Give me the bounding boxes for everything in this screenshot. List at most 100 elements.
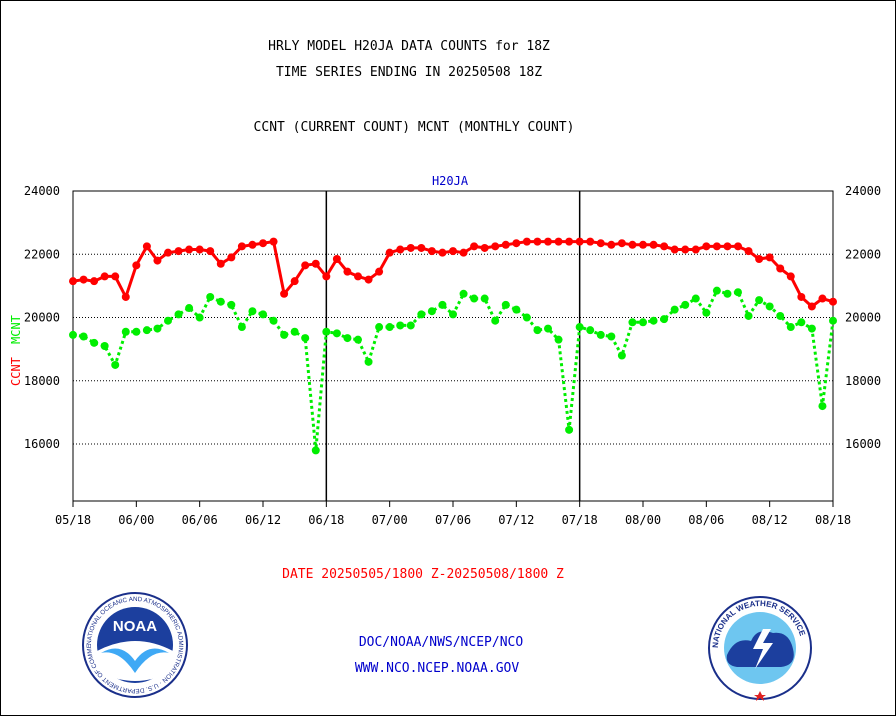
data-point-mcnt bbox=[449, 310, 457, 319]
data-point-ccnt bbox=[480, 243, 489, 252]
data-point-mcnt bbox=[332, 329, 341, 338]
data-point-mcnt bbox=[670, 305, 679, 314]
data-point-mcnt bbox=[90, 338, 99, 347]
nws-logo-icon: NATIONAL WEATHER SERVICE bbox=[708, 596, 812, 701]
data-point-ccnt bbox=[449, 247, 457, 256]
data-point-mcnt bbox=[575, 323, 584, 332]
data-point-ccnt bbox=[385, 248, 394, 257]
data-point-ccnt bbox=[649, 240, 658, 249]
data-point-mcnt bbox=[512, 305, 521, 314]
data-point-mcnt bbox=[111, 360, 120, 369]
data-point-ccnt bbox=[807, 302, 816, 311]
x-tick-label: 06/00 bbox=[118, 513, 154, 527]
data-point-ccnt bbox=[301, 261, 310, 270]
x-tick-label: 05/18 bbox=[55, 513, 91, 527]
data-point-ccnt bbox=[311, 259, 320, 268]
data-point-ccnt bbox=[723, 242, 732, 251]
data-point-mcnt bbox=[491, 316, 500, 325]
data-point-mcnt bbox=[702, 308, 711, 317]
data-point-mcnt bbox=[807, 324, 816, 333]
y-tick-label-left: 18000 bbox=[24, 374, 60, 388]
x-tick-label: 07/00 bbox=[372, 513, 408, 527]
data-point-mcnt bbox=[596, 330, 605, 339]
data-point-mcnt bbox=[290, 327, 299, 336]
data-point-ccnt bbox=[533, 237, 542, 246]
data-point-mcnt bbox=[522, 313, 531, 322]
data-point-ccnt bbox=[227, 253, 236, 262]
data-point-mcnt bbox=[385, 323, 394, 332]
data-point-ccnt bbox=[406, 243, 415, 252]
data-point-mcnt bbox=[79, 332, 88, 341]
data-point-ccnt bbox=[322, 272, 331, 281]
x-tick-label: 08/00 bbox=[625, 513, 661, 527]
x-tick-label: 06/12 bbox=[245, 513, 281, 527]
data-point-mcnt bbox=[565, 425, 574, 434]
data-point-mcnt bbox=[427, 307, 436, 316]
data-point-ccnt bbox=[111, 272, 120, 281]
data-point-ccnt bbox=[586, 237, 595, 246]
data-point-mcnt bbox=[269, 316, 278, 325]
data-point-mcnt bbox=[755, 296, 764, 305]
data-point-ccnt bbox=[617, 239, 626, 248]
data-point-mcnt bbox=[470, 294, 479, 303]
y-axis-label-mcnt: MCNT bbox=[9, 315, 23, 344]
data-point-mcnt bbox=[744, 311, 753, 320]
y-tick-label-left: 24000 bbox=[24, 184, 60, 198]
data-point-ccnt bbox=[744, 247, 753, 256]
chart-title-line1: HRLY MODEL H20JA DATA COUNTS for 18Z bbox=[268, 39, 550, 54]
data-point-mcnt bbox=[818, 402, 827, 411]
data-point-ccnt bbox=[639, 240, 647, 249]
data-point-mcnt bbox=[691, 294, 700, 303]
data-point-mcnt bbox=[797, 318, 806, 327]
y-tick-label-left: 20000 bbox=[24, 311, 60, 325]
data-point-ccnt bbox=[343, 267, 352, 276]
data-point-mcnt bbox=[311, 446, 320, 455]
grid-layer bbox=[73, 253, 833, 445]
data-point-ccnt bbox=[628, 240, 637, 249]
data-point-mcnt bbox=[459, 289, 468, 298]
chart-subtitle: CCNT (CURRENT COUNT) MCNT (MONTHLY COUNT… bbox=[253, 120, 575, 135]
data-point-ccnt bbox=[185, 245, 194, 254]
data-point-ccnt bbox=[575, 237, 584, 246]
data-point-ccnt bbox=[375, 267, 384, 276]
data-point-ccnt bbox=[554, 237, 563, 246]
data-point-mcnt bbox=[259, 310, 267, 319]
data-point-mcnt bbox=[227, 300, 236, 309]
data-point-ccnt bbox=[237, 242, 246, 251]
data-point-ccnt bbox=[797, 292, 806, 301]
data-point-ccnt bbox=[142, 242, 151, 251]
data-point-ccnt bbox=[596, 239, 605, 248]
data-point-ccnt bbox=[354, 272, 362, 281]
noaa-logo-text: NOAA bbox=[113, 618, 157, 635]
y-tick-label-right: 16000 bbox=[845, 437, 881, 451]
data-point-ccnt bbox=[459, 248, 468, 257]
x-tick-label: 08/18 bbox=[815, 513, 851, 527]
data-point-mcnt bbox=[322, 327, 331, 336]
date-range-label: DATE 20250505/1800 Z-20250508/1800 Z bbox=[282, 567, 564, 582]
data-point-mcnt bbox=[164, 316, 172, 325]
data-point-ccnt bbox=[153, 256, 162, 265]
data-point-ccnt bbox=[565, 237, 574, 246]
label-layer: 05/18 06/00 06/06 06/12 06/18 07/00 07/06 07/12… bbox=[9, 174, 881, 527]
website-link[interactable]: WWW.NCO.NCEP.NOAA.GOV bbox=[354, 661, 520, 676]
data-point-mcnt bbox=[354, 335, 362, 344]
data-point-mcnt bbox=[248, 307, 257, 316]
data-point-mcnt bbox=[237, 323, 246, 332]
data-point-ccnt bbox=[734, 242, 742, 251]
data-point-mcnt bbox=[723, 289, 732, 298]
data-point-ccnt bbox=[206, 247, 215, 256]
data-point-mcnt bbox=[153, 324, 162, 333]
data-point-ccnt bbox=[216, 259, 225, 268]
data-point-ccnt bbox=[755, 255, 764, 264]
data-point-mcnt bbox=[544, 324, 552, 333]
data-point-ccnt bbox=[470, 242, 479, 251]
data-point-mcnt bbox=[301, 334, 310, 343]
chart-title-line2: TIME SERIES ENDING IN 20250508 18Z bbox=[275, 65, 543, 80]
y-tick-label-right: 24000 bbox=[845, 184, 881, 198]
data-point-mcnt bbox=[501, 300, 510, 309]
data-point-ccnt bbox=[712, 242, 721, 251]
chart-inner-title: H20JA bbox=[432, 174, 469, 188]
data-point-mcnt bbox=[734, 288, 742, 297]
